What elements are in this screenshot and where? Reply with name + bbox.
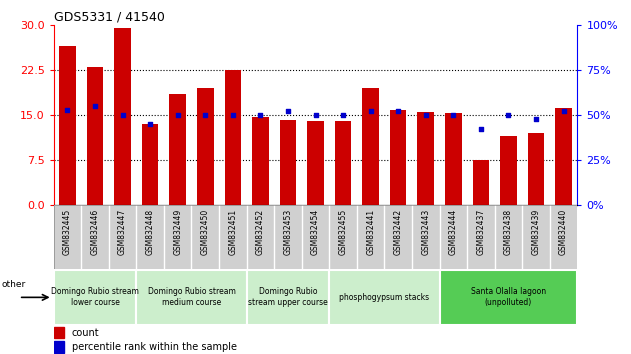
Text: GSM832453: GSM832453 [283,209,292,255]
Bar [500,136,517,205]
Text: GSM832441: GSM832441 [366,209,375,255]
Text: GSM832440: GSM832440 [559,209,568,255]
Bar [329,270,440,325]
Bar [390,110,406,205]
Bar [59,46,76,205]
Text: GSM832442: GSM832442 [394,209,403,255]
Bar [197,88,213,205]
Text: GSM832444: GSM832444 [449,209,458,255]
Point [117,112,127,118]
Point [421,112,431,118]
Text: Domingo Rubio stream
medium course: Domingo Rubio stream medium course [148,287,235,307]
Text: GSM832449: GSM832449 [173,209,182,255]
Text: GSM832446: GSM832446 [90,209,100,255]
Bar [54,327,64,338]
Point [145,121,155,127]
Text: GSM832438: GSM832438 [504,209,513,255]
Text: GSM832455: GSM832455 [339,209,348,255]
Text: GSM832450: GSM832450 [201,209,209,255]
Bar [280,120,296,205]
Text: GSM832448: GSM832448 [146,209,155,255]
Bar [335,121,351,205]
Point [256,112,266,118]
Bar [440,270,577,325]
Text: GSM832437: GSM832437 [476,209,485,255]
Bar [225,70,241,205]
Point [310,112,321,118]
Point [62,107,73,113]
Point [365,109,375,114]
Text: Domingo Rubio stream
lower course: Domingo Rubio stream lower course [51,287,139,307]
Bar [114,28,131,205]
Point [393,109,403,114]
Point [173,112,183,118]
Text: Domingo Rubio
stream upper course: Domingo Rubio stream upper course [248,287,328,307]
Text: GSM832454: GSM832454 [311,209,320,255]
Text: GSM832451: GSM832451 [228,209,237,255]
Text: GDS5331 / 41540: GDS5331 / 41540 [54,11,165,24]
Bar [86,67,103,205]
Text: GSM832439: GSM832439 [531,209,541,255]
Text: GSM832452: GSM832452 [256,209,265,255]
Point [283,109,293,114]
Point [200,112,210,118]
Point [338,112,348,118]
Text: other: other [1,280,25,290]
Text: count: count [72,328,100,338]
Bar [169,94,186,205]
Bar [473,160,489,205]
Point [504,112,514,118]
Point [90,103,100,109]
Bar [247,270,329,325]
Bar [252,117,269,205]
Text: GSM832443: GSM832443 [422,209,430,255]
Bar [555,108,572,205]
Text: phosphogypsum stacks: phosphogypsum stacks [339,293,430,302]
Bar [54,341,64,353]
Bar [528,133,545,205]
Point [448,112,458,118]
Point [476,127,486,132]
Bar [362,88,379,205]
Point [228,112,238,118]
Point [558,109,569,114]
Text: Santa Olalla lagoon
(unpolluted): Santa Olalla lagoon (unpolluted) [471,287,546,307]
Bar [142,124,158,205]
Point [531,116,541,121]
Text: percentile rank within the sample: percentile rank within the sample [72,342,237,352]
Bar [445,113,462,205]
Bar [418,112,434,205]
Bar [54,270,136,325]
Bar [136,270,247,325]
Bar [307,121,324,205]
Text: GSM832447: GSM832447 [118,209,127,255]
Text: GSM832445: GSM832445 [63,209,72,255]
